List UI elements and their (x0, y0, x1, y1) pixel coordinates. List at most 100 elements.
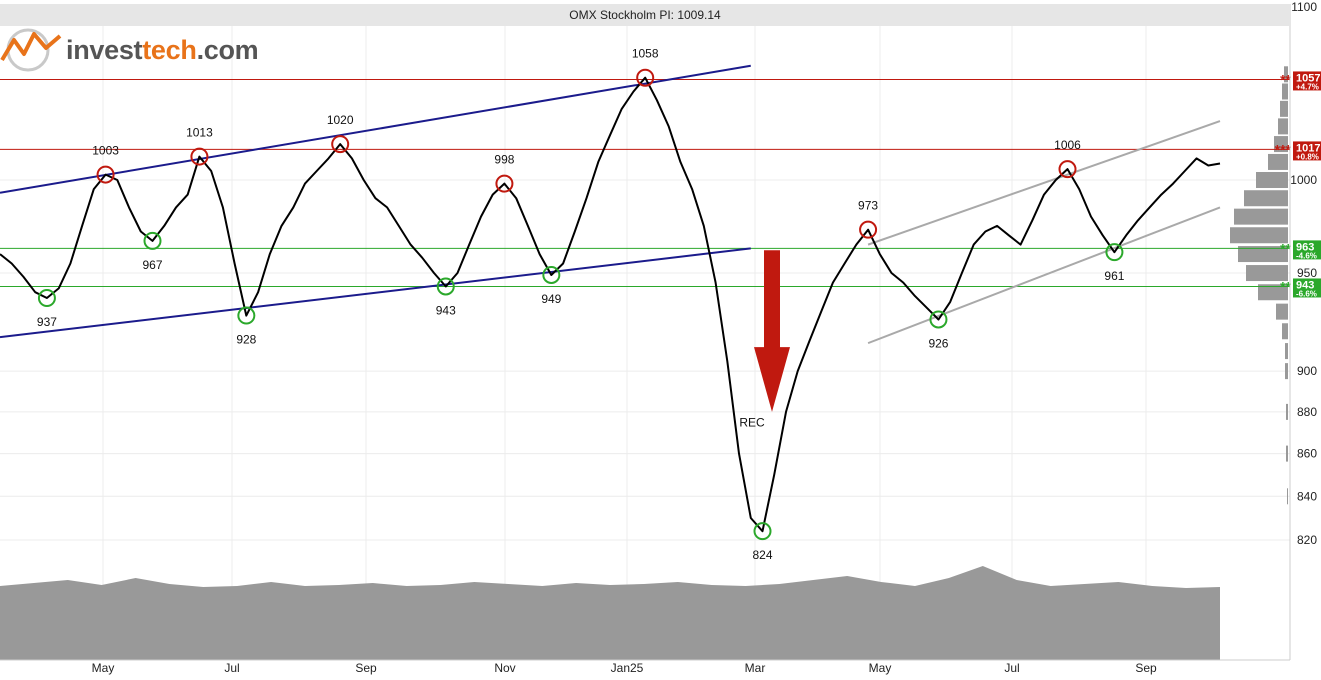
profile-bar (1285, 363, 1288, 380)
top-bottom-markers: 1003 1013 1020 998 1058 973 1006 937 967 928 943 94… (37, 47, 1125, 562)
peak-marker (190, 147, 209, 166)
x-tick-label: Jan25 (611, 661, 644, 675)
peak-marker (495, 174, 514, 193)
profile-bar (1256, 172, 1288, 188)
trough-marker (753, 522, 772, 541)
profile-bar (1234, 208, 1288, 225)
profile-bar (1258, 284, 1288, 301)
volume-shape (0, 566, 1220, 660)
trough-marker (143, 231, 162, 250)
trough-label: 949 (541, 292, 561, 306)
profile-bar (1238, 246, 1288, 263)
x-tick-label: Jul (224, 661, 239, 675)
profile-bar (1284, 66, 1288, 83)
level-stars: ** (1280, 278, 1291, 294)
logo-mark-icon (0, 28, 62, 72)
peak-marker (331, 135, 350, 154)
profile-bar (1285, 343, 1288, 360)
x-tick-label: Sep (1135, 661, 1157, 675)
peak-marker (636, 68, 655, 87)
peak-label: 998 (494, 153, 514, 167)
y-axis: 820 840 860 880 900 950 1000 1100 (1290, 0, 1317, 547)
level-percent: -6.6% (1296, 289, 1317, 298)
trough-label: 943 (436, 303, 456, 317)
level-value: 943 (1296, 279, 1314, 291)
peak-marker (96, 165, 115, 184)
chart-title: OMX Stockholm PI: 1009.14 (0, 4, 1290, 26)
profile-bar (1276, 303, 1288, 320)
second-channel-lower (867, 206, 1221, 345)
trough-label: 967 (142, 258, 162, 272)
trough-label: 926 (928, 336, 948, 350)
profile-bar (1274, 136, 1288, 153)
y-tick-label: 1100 (1291, 0, 1317, 14)
y-tick-label: 900 (1297, 364, 1317, 378)
volume-profile (1230, 66, 1288, 505)
trough-label: 824 (752, 548, 772, 562)
trough-marker (1105, 243, 1124, 262)
y-tick-label: 820 (1297, 533, 1317, 547)
x-tick-label: Sep (355, 661, 377, 675)
level-stars: ** (1280, 71, 1291, 87)
x-axis: May Jul Sep Nov Jan25 Mar May Jul Sep (92, 661, 1157, 675)
level-percent: -4.6% (1296, 251, 1317, 260)
peak-marker (859, 220, 878, 239)
level-value: 963 (1296, 241, 1314, 253)
peak-label: 973 (858, 199, 878, 213)
y-tick-label: 1000 (1290, 173, 1317, 187)
annotation-label: REC (739, 415, 765, 429)
trough-marker (929, 310, 948, 329)
profile-bar (1230, 227, 1288, 244)
level-percent: +0.8% (1296, 152, 1319, 161)
arrow-shape (754, 250, 790, 412)
profile-bar (1286, 445, 1288, 462)
trough-marker (37, 289, 56, 308)
investtech-logo: investtech.com (0, 26, 259, 74)
y-tick-label: 860 (1297, 447, 1317, 461)
profile-bar (1246, 265, 1288, 282)
level-stars: *** (1275, 141, 1292, 157)
profile-bar (1244, 190, 1288, 207)
level-tag-box (1293, 278, 1321, 298)
profile-bar (1280, 100, 1288, 117)
level-stars: ** (1280, 240, 1291, 256)
profile-bar (1286, 403, 1288, 420)
peak-marker (1058, 160, 1077, 179)
y-tick-label: 880 (1297, 405, 1317, 419)
gridlines (0, 26, 1290, 660)
profile-bar (1287, 488, 1288, 505)
price-series-line (0, 76, 1221, 533)
x-tick-label: May (92, 661, 115, 675)
trough-label: 937 (37, 315, 57, 329)
trough-label: 961 (1104, 269, 1124, 283)
x-tick-label: Mar (745, 661, 766, 675)
trend-channels (0, 64, 1221, 345)
rising-channel-upper (0, 64, 751, 194)
x-tick-label: May (869, 661, 892, 675)
profile-bar (1278, 118, 1288, 135)
peak-label: 1003 (92, 144, 119, 158)
profile-bar (1268, 153, 1288, 170)
level-tag-box (1293, 141, 1321, 161)
y-tick-label: 950 (1297, 266, 1317, 280)
y-tick-label: 840 (1297, 489, 1317, 503)
peak-label: 1013 (186, 126, 213, 140)
peak-label: 1058 (632, 47, 659, 61)
price-line (0, 76, 1221, 533)
peak-label: 1020 (327, 113, 354, 127)
trough-label: 928 (236, 333, 256, 347)
level-tag-box (1293, 71, 1321, 91)
level-tag-box (1293, 240, 1321, 260)
level-value: 1017 (1296, 142, 1320, 154)
level-percent: +4.7% (1296, 82, 1319, 91)
second-channel-upper (867, 120, 1221, 246)
volume-area (0, 566, 1220, 660)
rising-channel-lower (0, 247, 751, 339)
x-tick-label: Jul (1004, 661, 1019, 675)
peak-label: 1006 (1054, 138, 1081, 152)
trough-marker (436, 277, 455, 296)
sell-signal-arrow: REC (739, 250, 790, 429)
trough-marker (542, 265, 561, 284)
level-value: 1057 (1296, 72, 1320, 84)
